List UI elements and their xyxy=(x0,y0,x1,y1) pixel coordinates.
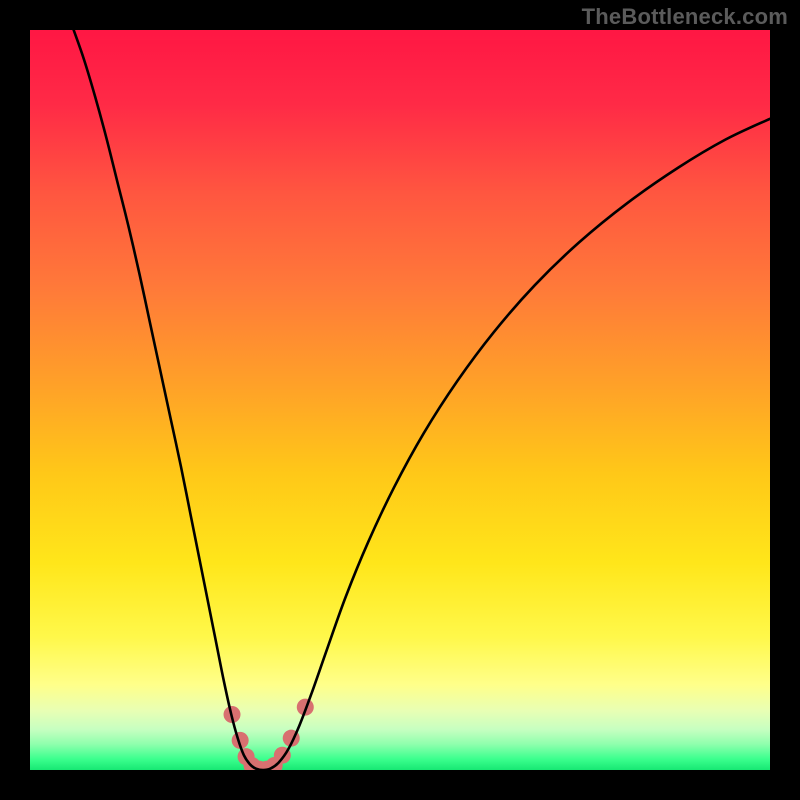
gradient-background xyxy=(30,30,770,770)
chart-container: TheBottleneck.com xyxy=(0,0,800,800)
bottleneck-chart xyxy=(0,0,800,800)
watermark-text: TheBottleneck.com xyxy=(582,4,788,30)
